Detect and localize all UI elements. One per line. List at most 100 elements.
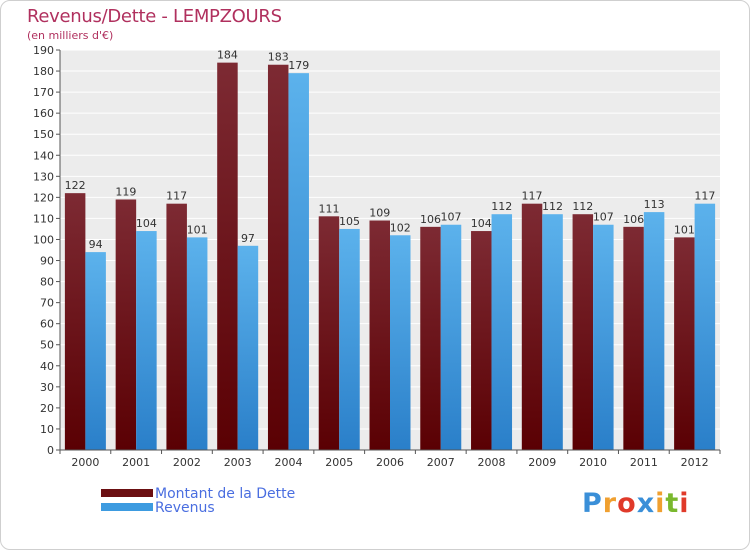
- x-tick-label: 2003: [224, 456, 252, 469]
- data-label-revenue: 112: [491, 200, 512, 213]
- logo-letter: r: [602, 488, 618, 519]
- y-tick-label: 70: [40, 297, 54, 310]
- y-tick-label: 110: [33, 212, 54, 225]
- data-label-revenue: 105: [339, 215, 360, 228]
- y-tick-label: 30: [40, 381, 54, 394]
- data-label-debt: 119: [115, 185, 136, 198]
- chart-subtitle: (en milliers d'€): [27, 29, 114, 42]
- data-label-revenue: 107: [441, 211, 462, 224]
- legend-swatch-debt: [101, 489, 153, 497]
- bar-revenue: [542, 214, 563, 450]
- bar-revenue: [237, 245, 259, 450]
- bar-debt: [420, 226, 441, 450]
- bar-debt: [369, 220, 390, 450]
- y-tick-label: 10: [40, 423, 54, 436]
- proxiti-logo: Proxiti: [582, 488, 690, 519]
- bar-revenue: [390, 235, 411, 450]
- y-tick-label: 100: [33, 233, 54, 246]
- y-tick-label: 170: [33, 86, 54, 99]
- logo-letter: i: [655, 488, 666, 519]
- y-tick-label: 150: [33, 128, 54, 141]
- y-tick-label: 40: [40, 360, 54, 373]
- data-label-revenue: 94: [89, 238, 103, 251]
- legend-label-debt: Montant de la Dette: [155, 486, 296, 502]
- bar-revenue: [440, 224, 462, 450]
- y-tick-label: 180: [33, 65, 54, 78]
- data-label-debt: 111: [318, 202, 339, 215]
- y-tick-label: 0: [47, 444, 54, 457]
- bar-revenue: [85, 252, 106, 450]
- bar-debt: [217, 62, 238, 450]
- bar-debt: [318, 216, 340, 450]
- x-tick-label: 2008: [478, 456, 506, 469]
- data-label-debt: 101: [674, 223, 695, 236]
- bar-debt: [115, 199, 137, 450]
- data-label-debt: 117: [522, 190, 543, 203]
- y-tick-label: 80: [40, 276, 54, 289]
- y-tick-label: 130: [33, 170, 54, 183]
- x-tick-label: 2001: [122, 456, 150, 469]
- x-tick-label: 2012: [681, 456, 709, 469]
- x-tick-label: 2006: [376, 456, 404, 469]
- data-label-debt: 117: [166, 190, 187, 203]
- bar-revenue: [593, 224, 614, 450]
- y-tick-label: 160: [33, 107, 54, 120]
- y-tick-label: 90: [40, 255, 54, 268]
- x-tick-label: 2000: [71, 456, 99, 469]
- data-label-revenue: 104: [136, 217, 157, 230]
- x-tick-label: 2010: [579, 456, 607, 469]
- data-label-revenue: 107: [593, 211, 614, 224]
- data-label-debt: 122: [65, 179, 86, 192]
- x-tick-label: 2002: [173, 456, 201, 469]
- logo-letter: x: [636, 488, 656, 519]
- bar-debt: [471, 231, 492, 450]
- bar-debt: [674, 237, 695, 450]
- x-tick-label: 2011: [630, 456, 658, 469]
- x-tick-label: 2007: [427, 456, 455, 469]
- bar-debt: [572, 214, 594, 450]
- data-label-debt: 184: [217, 49, 238, 62]
- data-label-debt: 104: [471, 217, 492, 230]
- data-label-debt: 183: [268, 51, 289, 64]
- y-tick-label: 140: [33, 149, 54, 162]
- bar-debt: [267, 64, 289, 450]
- bar-revenue: [339, 228, 360, 450]
- logo-letter: P: [582, 488, 603, 519]
- data-label-revenue: 179: [288, 59, 309, 72]
- bar-debt: [166, 203, 187, 450]
- y-tick-label: 190: [33, 44, 54, 57]
- y-tick-label: 50: [40, 339, 54, 352]
- y-tick-label: 120: [33, 191, 54, 204]
- logo-letter: i: [679, 488, 690, 519]
- data-label-revenue: 112: [542, 200, 563, 213]
- bar-debt: [64, 193, 86, 450]
- bar-revenue: [491, 214, 513, 450]
- bar-revenue: [694, 203, 716, 450]
- logo-letter: t: [665, 488, 680, 519]
- x-tick-label: 2005: [325, 456, 353, 469]
- data-label-revenue: 97: [241, 232, 255, 245]
- data-label-revenue: 101: [187, 223, 208, 236]
- x-tick-label: 2004: [274, 456, 302, 469]
- bar-debt: [521, 203, 543, 450]
- data-label-debt: 106: [623, 213, 644, 226]
- data-label-revenue: 117: [694, 190, 715, 203]
- x-tick-label: 2009: [528, 456, 556, 469]
- bar-revenue: [288, 73, 309, 450]
- legend-label-revenue: Revenus: [155, 500, 215, 516]
- chart-title: Revenus/Dette - LEMPZOURS: [27, 6, 282, 27]
- y-tick-label: 60: [40, 318, 54, 331]
- logo-letter: o: [617, 488, 637, 519]
- bar-revenue: [186, 237, 208, 450]
- data-label-debt: 106: [420, 213, 441, 226]
- data-label-revenue: 113: [644, 198, 665, 211]
- bar-debt: [623, 226, 644, 450]
- legend-swatch-revenue: [101, 503, 153, 511]
- data-label-revenue: 102: [390, 221, 411, 234]
- data-label-debt: 112: [572, 200, 593, 213]
- y-tick-label: 20: [40, 402, 54, 415]
- bar-revenue: [136, 231, 157, 450]
- data-label-debt: 109: [369, 207, 390, 220]
- bar-revenue: [643, 212, 665, 450]
